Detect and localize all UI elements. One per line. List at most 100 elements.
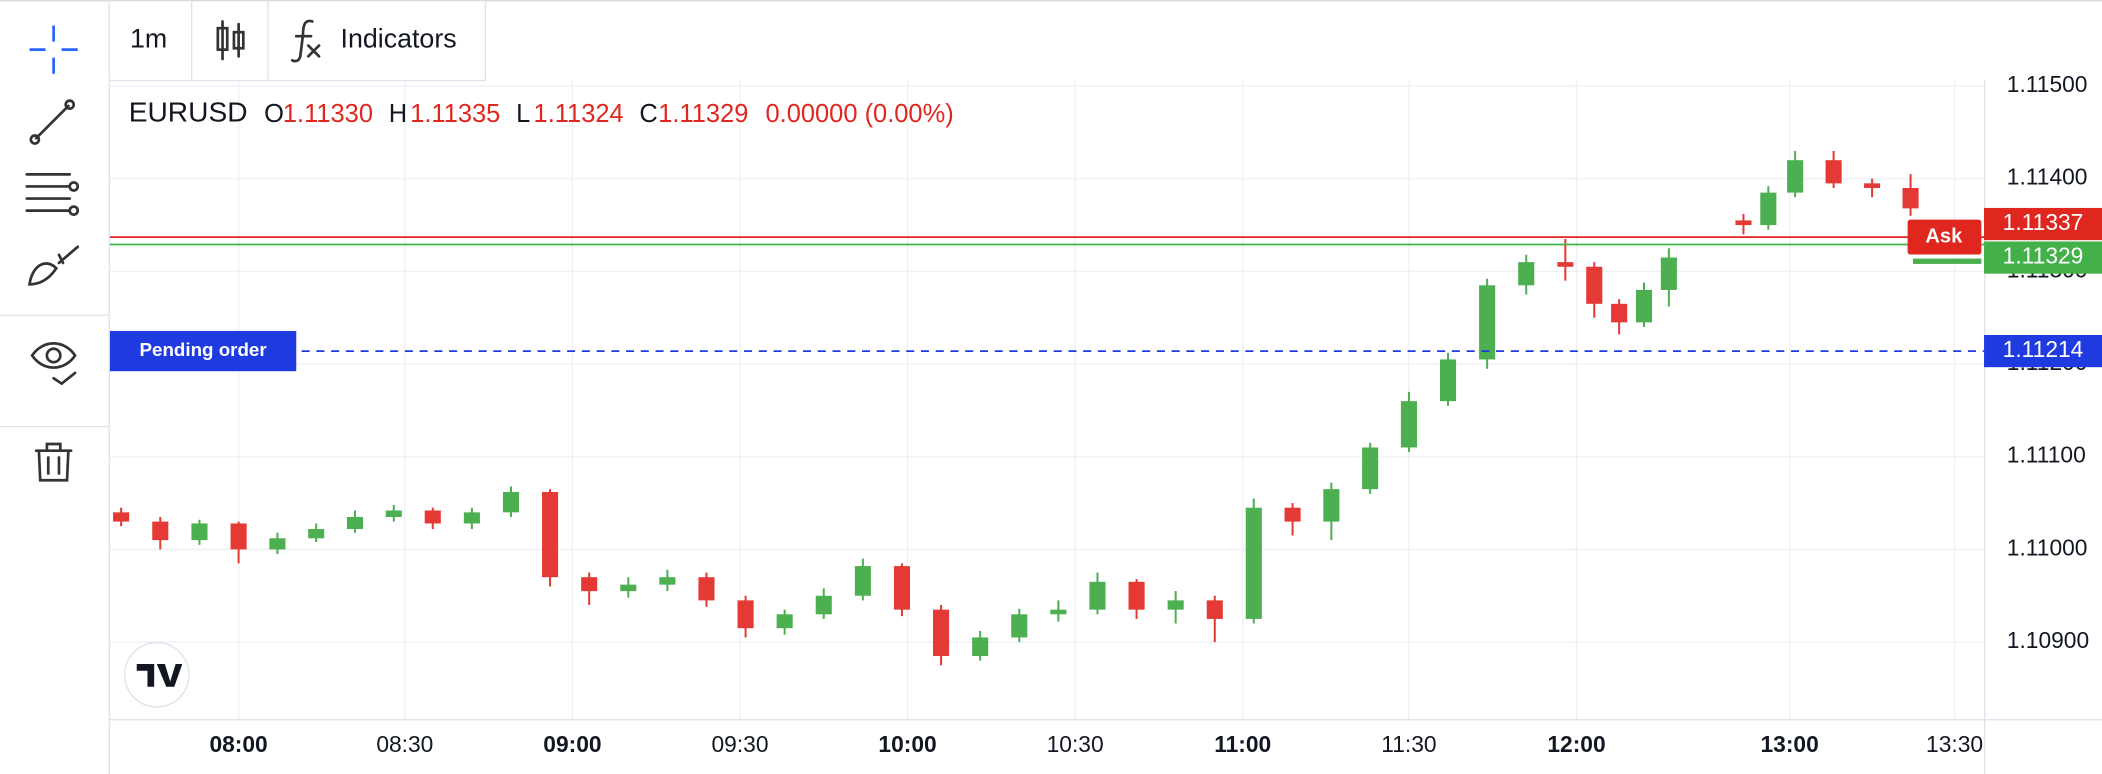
ohlc-value: 1.11329: [658, 100, 748, 128]
grid: [109, 80, 1985, 720]
candle-body: [230, 523, 247, 550]
candle-body: [1439, 359, 1457, 402]
candle-body: [113, 512, 130, 522]
candle-body: [698, 577, 715, 601]
candle-body: [1611, 303, 1628, 323]
price-badge: [1984, 241, 2102, 274]
x-tick-label: 08:00: [209, 731, 267, 757]
delete-tool[interactable]: [34, 442, 73, 482]
price-badge-label: 1.11337: [2003, 209, 2084, 235]
candle-body: [191, 523, 208, 541]
candle-body: [1011, 614, 1028, 638]
symbol: EURUSD: [129, 96, 248, 127]
candle-body: [1362, 447, 1379, 490]
candle-body: [1902, 187, 1919, 209]
candle-body: [659, 577, 676, 585]
x-tick-label: 08:30: [376, 731, 433, 757]
x-tick-label: 09:30: [711, 731, 768, 757]
visibility-tool[interactable]: [30, 342, 77, 386]
y-tick-label: 1.11400: [2007, 164, 2088, 190]
y-tick-label: 1.11100: [2007, 442, 2086, 468]
candle-body: [1206, 600, 1223, 619]
toolbar: [109, 1, 486, 81]
candle-body: [269, 538, 286, 550]
candle-body: [815, 595, 832, 615]
candle-body: [542, 491, 559, 578]
x-tick-label: 11:30: [1381, 731, 1436, 757]
x-tick-label: 12:00: [1547, 731, 1605, 757]
candle-body: [1050, 609, 1067, 615]
trend-line-tool[interactable]: [29, 99, 76, 145]
change-value: 0.00000 (0.00%): [765, 100, 953, 128]
plot: [109, 150, 1985, 666]
price-badge-label: 1.11329: [2003, 243, 2084, 269]
order-tag-label: Pending order: [140, 339, 268, 360]
ohlc-label: O: [264, 100, 284, 128]
candle-body: [893, 566, 911, 610]
ohlc-label: L: [516, 100, 530, 128]
candle-body: [1089, 581, 1106, 610]
x-tick-label: 10:30: [1047, 731, 1104, 757]
ohlc-value: 1.11324: [534, 100, 624, 128]
candle-body: [1557, 262, 1574, 267]
candle-body: [737, 600, 754, 629]
indicators-button[interactable]: Indicators: [341, 23, 457, 53]
fib-tool[interactable]: [25, 173, 80, 216]
candle-body: [1167, 600, 1184, 610]
candle-body: [620, 584, 637, 592]
price-badge-label: 1.11214: [2003, 336, 2084, 362]
candle-body: [1660, 257, 1677, 290]
candle-body: [854, 566, 871, 596]
candle-body: [1787, 160, 1804, 193]
candle-body: [308, 529, 325, 539]
x-tick-label: 11:00: [1214, 731, 1271, 757]
candle-body: [1479, 285, 1496, 360]
crosshair-tool[interactable]: [29, 25, 78, 74]
candle-body: [972, 637, 989, 656]
brush-tool[interactable]: [27, 245, 80, 286]
ask-tag-label: Ask: [1925, 225, 1963, 247]
x-tick-label: 10:00: [878, 731, 936, 757]
logo[interactable]: [124, 641, 190, 708]
candle-body: [1323, 489, 1340, 522]
ohlc-value: 1.11335: [410, 100, 500, 128]
candle-body: [463, 512, 480, 524]
x-tick-label: 13:00: [1761, 731, 1819, 757]
candle-body: [1735, 220, 1752, 226]
candle-body: [1400, 401, 1417, 448]
candle-body: [933, 609, 950, 656]
candle-body: [346, 516, 364, 530]
timeframe-button[interactable]: 1m: [130, 23, 167, 53]
candle-body: [385, 510, 402, 517]
y-tick-label: 1.11500: [2007, 71, 2088, 97]
ask-tag-underline: [1912, 258, 1982, 264]
indicators-icon[interactable]: [290, 19, 321, 63]
candle-body: [1635, 289, 1653, 323]
candle-body: [1518, 262, 1535, 286]
ohlc-label: H: [389, 100, 407, 128]
candle-body: [1284, 507, 1301, 522]
candle-body: [502, 491, 520, 513]
price-badge: [1984, 334, 2102, 368]
y-tick-label: 1.10900: [2007, 627, 2089, 653]
chart-type-button[interactable]: [216, 20, 245, 61]
candle-body: [776, 614, 793, 629]
candle-body: [1825, 160, 1842, 184]
candle-body: [581, 577, 598, 592]
overlay: 1.115001.114001.113001.112001.111001.110…: [109, 71, 2102, 757]
y-tick-label: 1.11000: [2007, 534, 2088, 560]
candle-body: [1864, 183, 1881, 188]
order-tag: [109, 330, 297, 372]
x-tick-label: 09:00: [543, 731, 601, 757]
ohlc-value: 1.11330: [283, 100, 373, 128]
ask-tag: [1907, 219, 1982, 255]
candle-body: [1586, 266, 1603, 304]
candle-body: [1760, 192, 1777, 226]
price-badge: [1984, 207, 2102, 241]
candle-body: [152, 521, 169, 541]
candle-body: [1128, 581, 1145, 610]
